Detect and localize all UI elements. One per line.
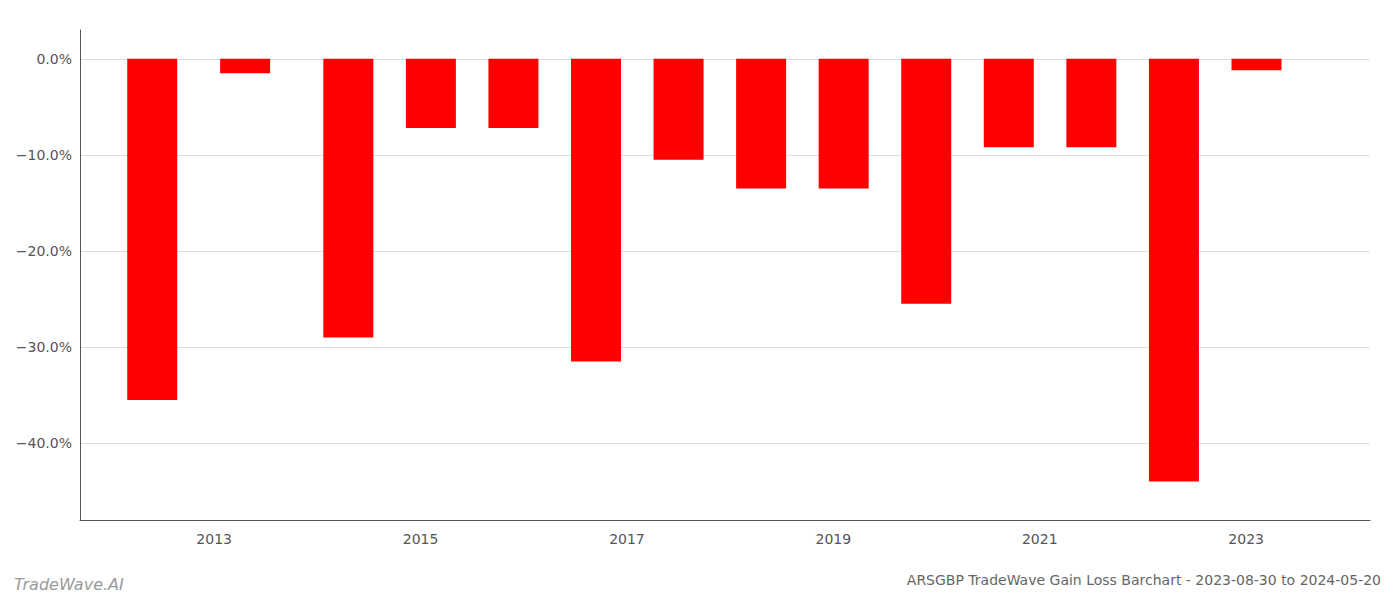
svg-text:−40.0%: −40.0% <box>16 435 72 451</box>
svg-text:2013: 2013 <box>196 531 232 547</box>
svg-text:ARSGBP TradeWave Gain Loss Bar: ARSGBP TradeWave Gain Loss Barchart - 20… <box>907 572 1381 588</box>
svg-text:2015: 2015 <box>403 531 439 547</box>
svg-text:2021: 2021 <box>1022 531 1058 547</box>
svg-text:0.0%: 0.0% <box>36 51 72 67</box>
svg-text:2019: 2019 <box>816 531 852 547</box>
svg-text:TradeWave.AI: TradeWave.AI <box>14 575 124 594</box>
svg-text:−20.0%: −20.0% <box>16 243 72 259</box>
svg-text:−30.0%: −30.0% <box>16 339 72 355</box>
svg-text:−10.0%: −10.0% <box>16 147 72 163</box>
svg-text:2017: 2017 <box>609 531 645 547</box>
svg-text:2023: 2023 <box>1228 531 1264 547</box>
